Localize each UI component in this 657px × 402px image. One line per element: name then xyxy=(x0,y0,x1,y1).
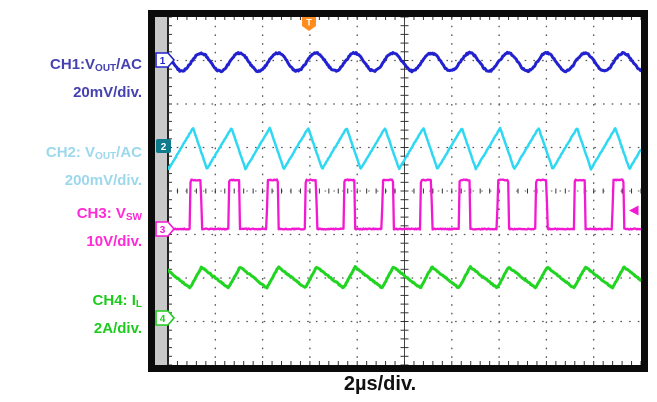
scope-display: 1 2 3 4 T xyxy=(148,10,648,372)
ch2-signal-name: CH2: VOUT/AC xyxy=(45,144,142,162)
channel-marker-2: 2 xyxy=(156,139,171,153)
ch4-label: CH4: IL 2A/div. xyxy=(0,288,142,342)
ch3-label: CH3: VSW 10V/div. xyxy=(0,201,142,255)
channel-marker-3: 3 xyxy=(155,221,176,237)
trigger-level-arrow xyxy=(629,205,639,216)
scope-screen: 1 2 3 4 T xyxy=(155,17,641,365)
ch2-trace xyxy=(168,126,641,171)
trigger-position-icon: T xyxy=(302,17,316,31)
ch4-trace xyxy=(168,265,641,290)
svg-text:4: 4 xyxy=(160,314,166,325)
ch2-label: CH2: VOUT/AC 200mV/div. xyxy=(0,140,142,194)
channel-marker-4: 4 xyxy=(155,310,176,326)
marker-strip xyxy=(155,17,168,365)
ch1-signal-name: CH1:VOUT/AC xyxy=(50,56,142,74)
timebase-label: 2µs/div. xyxy=(343,373,417,395)
ch3-scale: 10V/div. xyxy=(86,233,142,250)
svg-text:3: 3 xyxy=(160,225,166,236)
channel-marker-1: 1 xyxy=(155,52,176,68)
svg-text:1: 1 xyxy=(160,56,166,67)
ch1-trace xyxy=(168,50,641,74)
svg-text:2: 2 xyxy=(161,142,167,153)
ch3-trace xyxy=(168,178,641,231)
ch4-scale: 2A/div. xyxy=(93,320,142,337)
traces xyxy=(168,50,641,290)
ch1-scale: 20mV/div. xyxy=(73,84,142,101)
svg-text:T: T xyxy=(306,18,312,28)
ch4-signal-name: CH4: IL xyxy=(92,292,142,310)
ch3-signal-name: CH3: VSW xyxy=(76,205,142,223)
ch2-scale: 200mV/div. xyxy=(64,172,142,189)
ch1-label: CH1:VOUT/AC 20mV/div. xyxy=(0,52,142,106)
